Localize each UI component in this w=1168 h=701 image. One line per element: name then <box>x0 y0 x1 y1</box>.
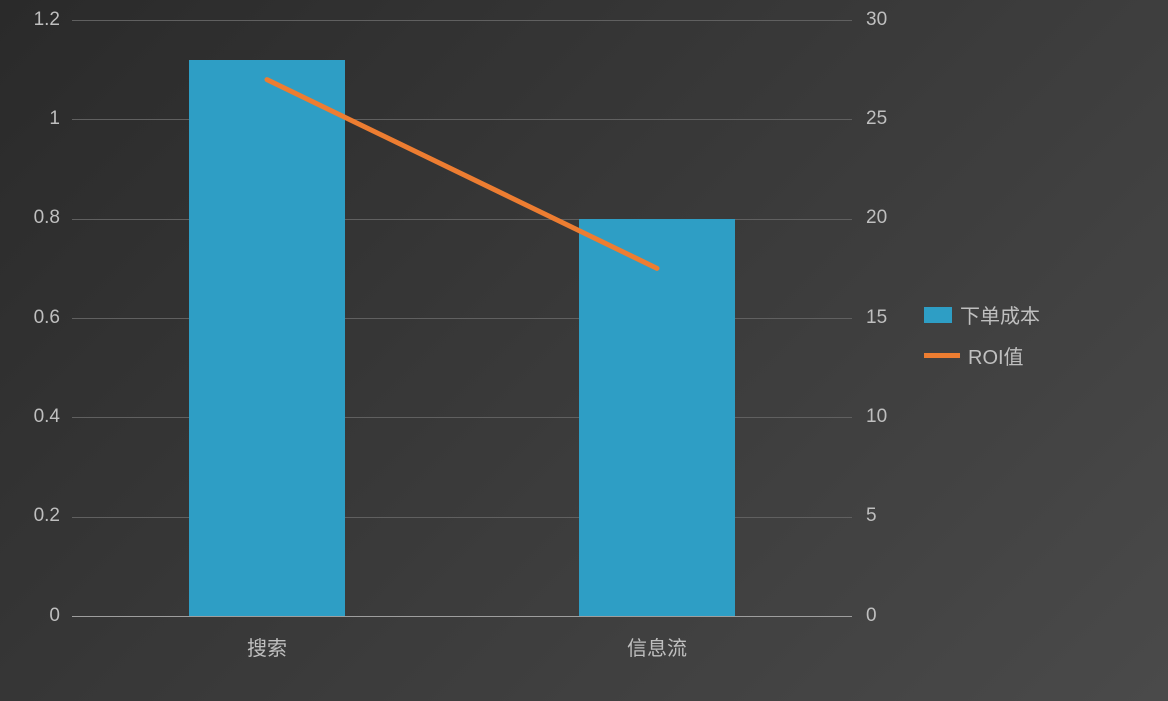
y-left-tick: 0.4 <box>0 406 60 428</box>
y-right-tick: 10 <box>866 406 887 428</box>
y-right-tick: 0 <box>866 605 877 627</box>
legend-item: ROI值 <box>924 341 1040 370</box>
x-tick: 信息流 <box>627 632 687 661</box>
y-right-tick: 20 <box>866 207 887 229</box>
x-axis-line <box>72 616 852 617</box>
y-left-tick: 1 <box>0 108 60 130</box>
legend-swatch-bar <box>924 307 952 323</box>
x-tick: 搜索 <box>247 632 287 661</box>
y-right-tick: 5 <box>866 505 877 527</box>
y-left-tick: 0.8 <box>0 207 60 229</box>
y-left-tick: 0 <box>0 605 60 627</box>
line-series <box>72 20 852 616</box>
y-right-tick: 15 <box>866 307 887 329</box>
legend-swatch-line <box>924 353 960 358</box>
y-left-tick: 0.2 <box>0 505 60 527</box>
legend-item: 下单成本 <box>924 300 1040 329</box>
y-left-tick: 0.6 <box>0 307 60 329</box>
chart-container: 下单成本 ROI值 0 0 0.2 5 0.4 10 0.6 15 0.8 20 1 25 1.2 30 搜索… <box>0 0 1168 701</box>
y-right-tick: 25 <box>866 108 887 130</box>
legend-label: 下单成本 <box>960 300 1040 329</box>
plot-area <box>72 20 852 616</box>
legend-label: ROI值 <box>968 341 1024 370</box>
y-left-tick: 1.2 <box>0 9 60 31</box>
legend: 下单成本 ROI值 <box>924 300 1040 382</box>
y-right-tick: 30 <box>866 9 887 31</box>
